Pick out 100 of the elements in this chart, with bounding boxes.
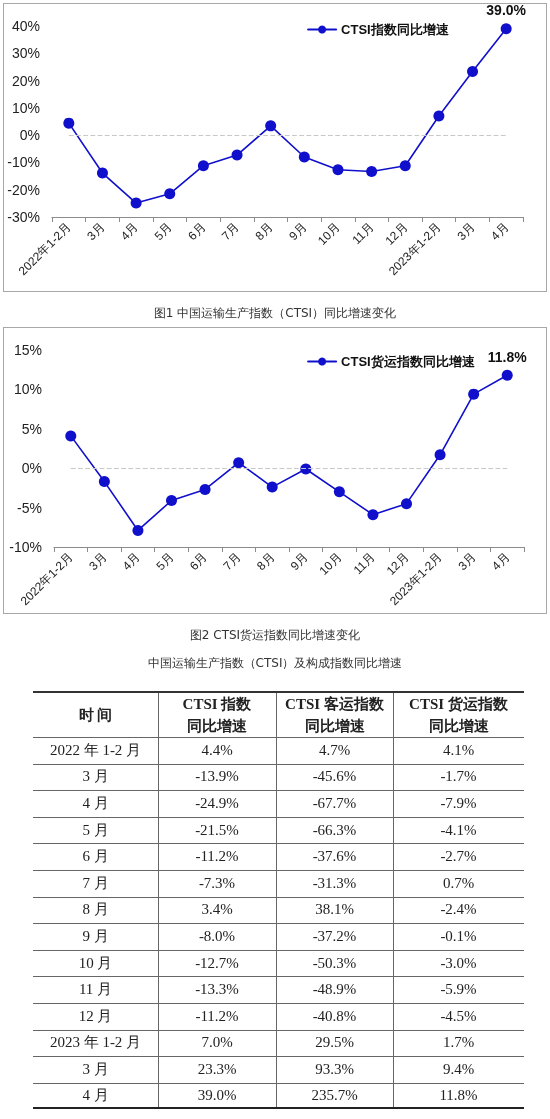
x-tick-label: 10月 <box>316 550 345 578</box>
text: 图1 中国运输生产指数（CTSI）同比增速变化 <box>152 305 398 322</box>
x-tick-label: CTSI 客运指数同比增速 <box>284 695 385 736</box>
data-label: 29.5% <box>276 1029 393 1057</box>
y-axis-title: 时 间 <box>33 691 158 737</box>
x-tick-label: 3月 <box>454 220 478 244</box>
data-label: -37.6% <box>276 843 393 870</box>
y-tick-label: 3 月 <box>33 1056 158 1083</box>
y-tick-label: 30% <box>11 45 40 62</box>
data-label: -66.3% <box>276 816 393 844</box>
x-tick-label: 5月 <box>151 220 175 244</box>
x-tick-label: 12月 <box>383 550 412 578</box>
x-tick-label: 5月 <box>153 550 177 574</box>
data-label: -4.5% <box>393 1002 524 1030</box>
y-tick-label: 4 月 <box>33 790 158 817</box>
data-label: 4.4% <box>158 737 276 764</box>
chart-title: 中国运输生产指数（CTSI）及构成指数同比增速 <box>146 655 404 672</box>
data-label: 39.0% <box>158 1082 276 1110</box>
data-label: -13.3% <box>158 976 276 1003</box>
x-tick-label: 4月 <box>117 220 142 244</box>
data-label: -7.9% <box>393 790 524 817</box>
y-tick-label: 7 月 <box>33 869 158 897</box>
x-tick-label: 7月 <box>218 220 242 244</box>
data-label: 11.8% <box>393 1082 524 1110</box>
x-tick-label: 10月 <box>315 220 343 248</box>
y-tick-label: 5% <box>21 420 42 437</box>
y-tick-label: 5 月 <box>33 816 158 844</box>
data-label: -11.2% <box>158 1002 276 1030</box>
data-label: -67.7% <box>276 790 393 817</box>
data-label: 93.3% <box>276 1056 393 1083</box>
data-label: -48.9% <box>276 976 393 1003</box>
data-label: 7.0% <box>158 1029 276 1057</box>
legend-label: CTSI货运指数同比增速 <box>341 354 476 369</box>
data-label: -37.2% <box>276 923 393 950</box>
data-label: -50.3% <box>276 949 393 977</box>
data-label: -5.9% <box>393 976 524 1003</box>
x-tick-label: 3月 <box>86 550 110 574</box>
data-label: -0.1% <box>393 923 524 950</box>
data-label: 9.4% <box>393 1056 524 1083</box>
data-label: -1.7% <box>393 763 524 791</box>
data-label: 11.8% <box>487 348 528 365</box>
data-label: -2.4% <box>393 896 524 924</box>
y-tick-label: -10% <box>7 154 40 171</box>
x-tick-label: 6月 <box>185 220 209 244</box>
x-tick-label: 11月 <box>350 550 378 578</box>
data-label: -7.3% <box>158 869 276 897</box>
data-label: -13.9% <box>158 763 276 791</box>
y-tick-label: 9 月 <box>33 923 158 950</box>
text: 图2 CTSI货运指数同比增速变化 <box>188 627 362 644</box>
y-tick-label: -5% <box>17 499 42 516</box>
y-tick-label: 10 月 <box>33 949 158 977</box>
y-tick-label: 40% <box>11 18 40 34</box>
data-label: 3.4% <box>158 896 276 924</box>
x-tick-label: CTSI 货运指数同比增速 <box>408 695 509 736</box>
x-tick-label: 3月 <box>455 550 479 574</box>
y-tick-label: 2022 年 1-2 月 <box>33 737 158 764</box>
y-tick-label: 10% <box>13 381 42 398</box>
y-tick-label: -20% <box>7 181 40 198</box>
x-tick-label: 4月 <box>489 550 513 574</box>
x-tick-label: 6月 <box>186 550 211 574</box>
y-tick-label: 4 月 <box>33 1082 158 1110</box>
y-tick-label: 10% <box>11 99 40 116</box>
legend-label: CTSI指数同比增速 <box>341 22 450 37</box>
y-tick-label: 3 月 <box>33 763 158 791</box>
x-tick-label: 8月 <box>252 220 276 244</box>
data-label: 0.7% <box>393 869 524 897</box>
y-tick-label: 11 月 <box>33 976 158 1003</box>
x-tick-label: 9月 <box>286 220 310 244</box>
y-tick-label: 2023 年 1-2 月 <box>33 1029 158 1057</box>
data-label: -45.6% <box>276 763 393 791</box>
data-label: 1.7% <box>393 1029 524 1057</box>
data-label: 23.3% <box>158 1056 276 1083</box>
y-tick-label: 8 月 <box>33 896 158 924</box>
x-tick-label: 7月 <box>220 550 244 574</box>
data-label: -24.9% <box>158 790 276 817</box>
x-tick-label: 12月 <box>382 220 411 248</box>
y-tick-label: 0% <box>21 460 42 477</box>
data-label: -12.7% <box>158 949 276 977</box>
data-label: 39.0% <box>486 2 527 19</box>
data-label: 235.7% <box>276 1082 393 1110</box>
x-tick-label: CTSI 指数同比增速 <box>181 695 253 736</box>
data-label: 38.1% <box>276 896 393 924</box>
y-tick-label: 15% <box>13 342 42 358</box>
data-label: -11.2% <box>158 843 276 870</box>
data-label: -40.8% <box>276 1002 393 1030</box>
y-tick-label: 0% <box>19 127 40 144</box>
data-label: -4.1% <box>393 816 524 844</box>
y-tick-label: 20% <box>11 72 40 89</box>
y-tick-label: -10% <box>9 539 42 555</box>
x-tick-label: 4月 <box>119 550 143 574</box>
data-label: -21.5% <box>158 816 276 844</box>
data-label: -31.3% <box>276 869 393 897</box>
y-tick-label: -30% <box>7 209 40 225</box>
x-tick-label: 11月 <box>349 220 377 248</box>
data-label: 4.7% <box>276 737 393 764</box>
data-label: -3.0% <box>393 949 524 977</box>
x-tick-label: 3月 <box>84 220 108 244</box>
x-tick-label: 9月 <box>287 550 311 574</box>
y-tick-label: 6 月 <box>33 843 158 870</box>
x-tick-label: 8月 <box>254 550 278 574</box>
